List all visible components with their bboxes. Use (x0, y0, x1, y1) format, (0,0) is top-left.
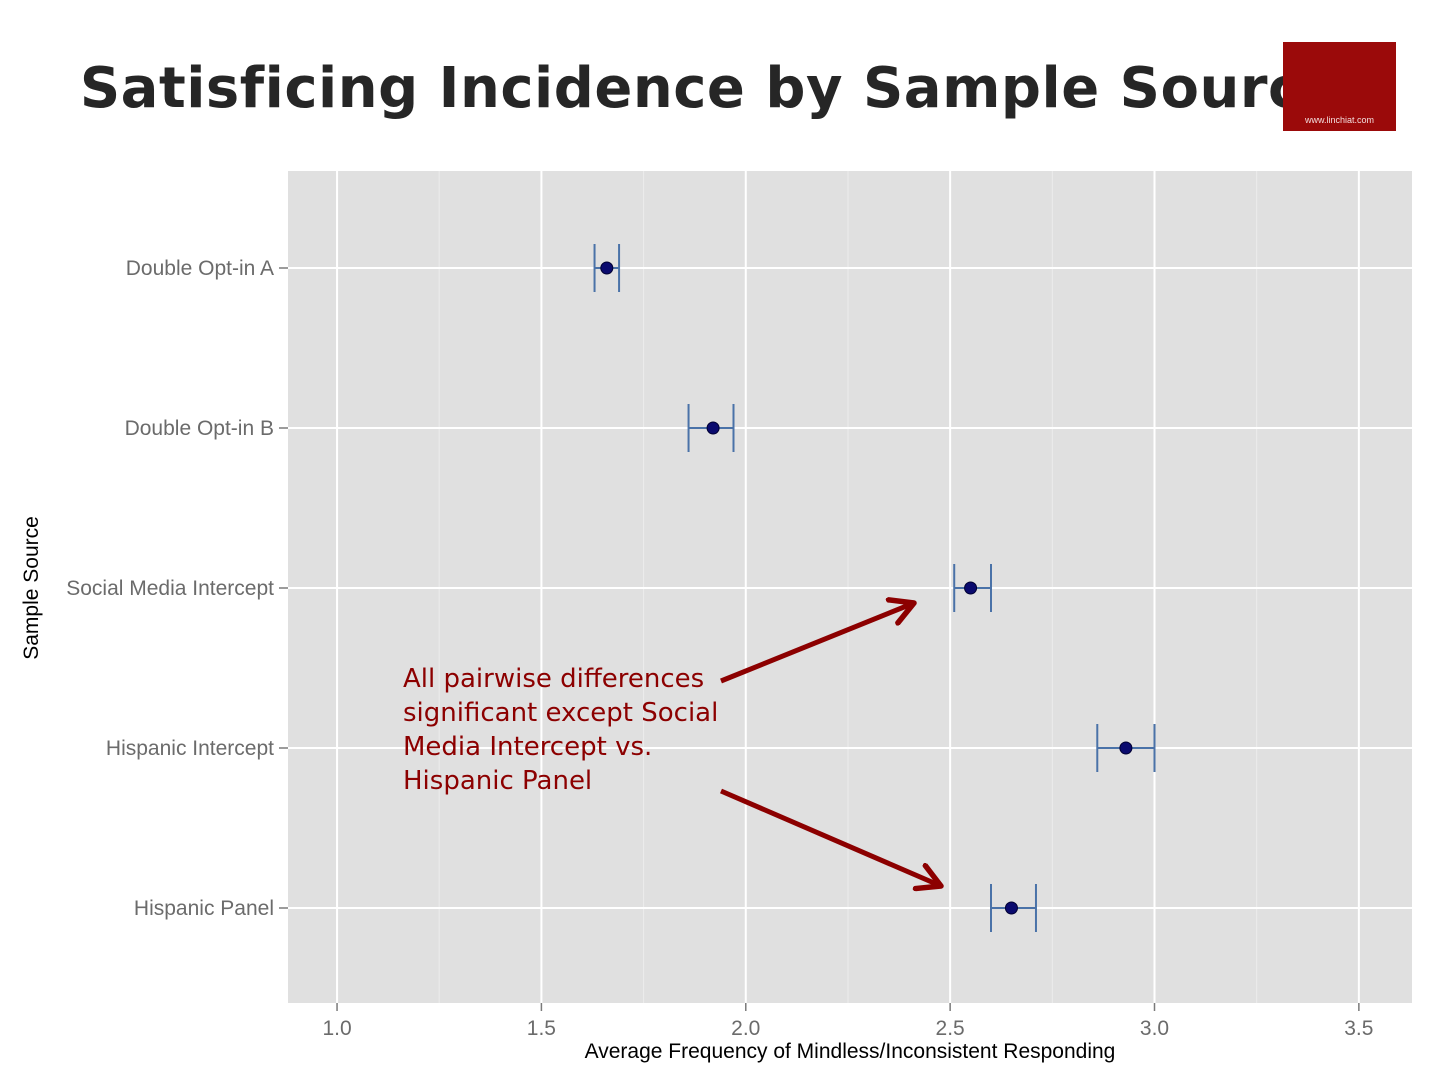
x-tick-label: 3.5 (1344, 1017, 1373, 1040)
y-axis: Double Opt-in A Double Opt-in B Social Med… (66, 257, 288, 920)
x-tick-label: 1.5 (527, 1017, 556, 1040)
y-category-label: Double Opt-in A (126, 257, 274, 280)
x-axis: 1.0 1.5 2.0 2.5 3.0 3.5 (322, 1003, 1373, 1040)
x-tick-label: 1.0 (322, 1017, 351, 1040)
data-point (1119, 741, 1133, 755)
x-axis-title: Average Frequency of Mindless/Inconsiste… (585, 1040, 1116, 1063)
x-tick-label: 2.0 (731, 1017, 760, 1040)
logo: www.linchiat.com (1283, 42, 1396, 131)
annotation-arrow-upper (720, 603, 914, 684)
x-tick-label: 2.5 (936, 1017, 965, 1040)
points (600, 261, 1133, 915)
y-category-label: Hispanic Panel (134, 897, 274, 920)
annotation-text: All pairwise differences significant exc… (403, 664, 719, 796)
data-point (706, 421, 720, 435)
annotation-arrow-lower (720, 788, 941, 886)
data-point (600, 261, 614, 275)
y-category-label: Social Media Intercept (66, 577, 274, 600)
logo-text: www.linchiat.com (1304, 115, 1375, 125)
data-point (1004, 901, 1018, 915)
x-tick-label: 3.0 (1140, 1017, 1169, 1040)
slide-title: Satisficing Incidence by Sample Source (79, 56, 1341, 121)
y-category-label: Hispanic Intercept (106, 737, 274, 760)
y-category-label: Double Opt-in B (125, 417, 274, 440)
y-axis-title: Sample Source (20, 516, 43, 660)
data-point (964, 581, 978, 595)
grid-major (288, 171, 1412, 1003)
